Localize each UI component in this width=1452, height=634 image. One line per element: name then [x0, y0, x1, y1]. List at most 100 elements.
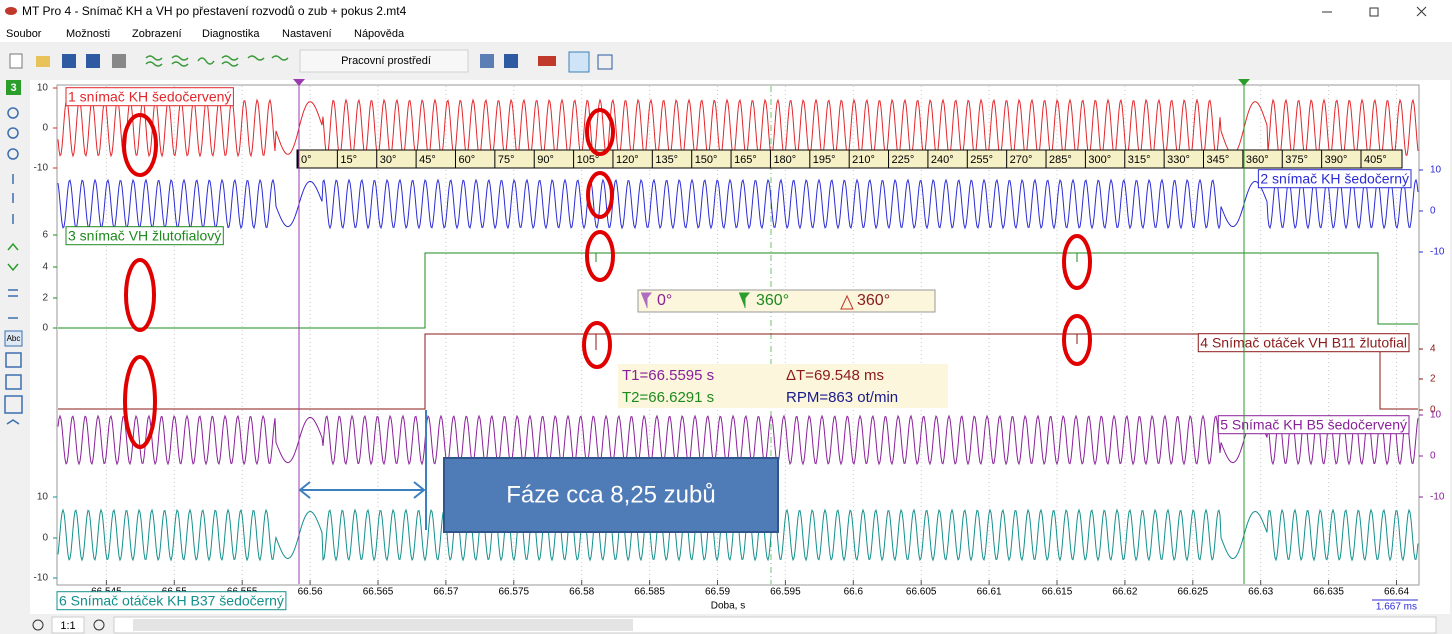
- channel-label-box: [65, 87, 234, 107]
- x-tick-label: 66.61: [977, 587, 1002, 598]
- plot: 66.54566.5566.55566.5666.56566.5766.5756…: [34, 79, 1445, 613]
- scale-label: -10: [1430, 247, 1445, 258]
- highlight-ellipse: [585, 108, 615, 156]
- menu: Soubor Možnosti Zobrazení Diagnostika Nastav…: [6, 28, 405, 40]
- highlight-ellipse: [123, 355, 157, 449]
- scale-label: 2: [1430, 374, 1436, 385]
- x-tick-label: 66.575: [499, 587, 530, 598]
- callout-box: [443, 457, 779, 533]
- degree-label: 0°: [301, 154, 312, 166]
- degree-label: 225°: [892, 154, 915, 166]
- sidebar-icons[interactable]: [4, 107, 23, 425]
- workspace-dropdown[interactable]: [299, 49, 469, 73]
- degree-label: 255°: [970, 154, 993, 166]
- channel-label: 6 Snímač otáček KH B37 šedočerný: [59, 593, 284, 609]
- cursor-2-handle[interactable]: [1238, 79, 1250, 86]
- channel-label-box: [1217, 415, 1410, 435]
- highlight-ellipse: [1062, 314, 1092, 366]
- degree-label: 30°: [380, 154, 397, 166]
- cursor-2-flag: [739, 292, 751, 308]
- x-tick-label: 66.635: [1313, 587, 1344, 598]
- scale-label: 2: [42, 293, 48, 304]
- callout-text: Fáze cca 8,25 zubů: [506, 481, 715, 508]
- degree-label: 105°: [577, 154, 600, 166]
- time-delta: ΔT=69.548 ms: [786, 367, 884, 384]
- x-tick-label: 66.63: [1248, 587, 1273, 598]
- scale-label: 4: [42, 262, 48, 273]
- app-icon: [5, 7, 17, 15]
- phase-arrow: [298, 410, 427, 530]
- menu-item[interactable]: Možnosti: [66, 28, 110, 40]
- cursor-readout-box: [637, 289, 936, 313]
- scale-label: 0: [42, 323, 48, 334]
- degree-label: 120°: [616, 154, 639, 166]
- time-t1: T1=66.5595 s: [622, 367, 714, 384]
- menu-item[interactable]: Soubor: [6, 28, 42, 40]
- x-tick-label: 66.585: [634, 587, 665, 598]
- x-tick-label: 66.595: [770, 587, 801, 598]
- x-tick-label: 66.59: [705, 587, 730, 598]
- scale-label: -10: [1430, 492, 1445, 503]
- zoom-out[interactable]: [32, 619, 44, 631]
- zoom-label: 1:1: [60, 620, 75, 632]
- text-tool-button[interactable]: [4, 330, 23, 347]
- cursor-2-angle: 360°: [756, 292, 789, 309]
- menu-item[interactable]: Diagnostika: [202, 28, 260, 40]
- degree-label: 300°: [1088, 154, 1111, 166]
- degree-label: 330°: [1167, 154, 1190, 166]
- degree-label: 135°: [655, 154, 678, 166]
- degree-label: 360°: [1246, 154, 1269, 166]
- cursor-1-angle: 0°: [657, 292, 672, 309]
- window-title: MT Pro 4 - Snímač KH a VH po přestavení …: [22, 4, 407, 18]
- highlight-ellipse: [582, 321, 612, 369]
- zoom-box: [51, 616, 85, 634]
- degree-label: 210°: [852, 154, 875, 166]
- cursor-readout: 0° 360° 360°: [637, 289, 936, 313]
- toolbar: [0, 44, 1452, 78]
- channel-label: 2 snímač KH šedočerný: [1260, 171, 1409, 187]
- x-tick-label: 66.57: [433, 587, 458, 598]
- menu-item[interactable]: Zobrazení: [132, 28, 182, 40]
- window-controls[interactable]: [1322, 6, 1427, 17]
- x-tick-label: 66.615: [1042, 587, 1073, 598]
- degree-label: 165°: [734, 154, 757, 166]
- degree-label: 45°: [419, 154, 436, 166]
- degree-label: 180°: [773, 154, 796, 166]
- menu-item[interactable]: Nastavení: [282, 28, 332, 40]
- cursor-1-handle[interactable]: [293, 79, 305, 86]
- degree-label: 405°: [1364, 154, 1387, 166]
- channel-label-box: [1257, 169, 1412, 189]
- scale-label: 10: [1430, 165, 1442, 176]
- degree-label: 240°: [931, 154, 954, 166]
- toolbar-icons[interactable]: [9, 51, 613, 73]
- workspace-label: Pracovní prostředí: [341, 55, 431, 67]
- x-tick-label: 66.625: [1178, 587, 1209, 598]
- rpm: RPM=863 ot/min: [786, 389, 898, 406]
- scale-label: 10: [37, 83, 49, 94]
- delta-icon: [840, 294, 854, 310]
- zoom-in[interactable]: [93, 619, 105, 631]
- highlight-ellipse: [586, 171, 614, 219]
- scale-label: 4: [1430, 344, 1436, 355]
- scale-label: 10: [1430, 410, 1442, 421]
- degree-label: 375°: [1285, 154, 1308, 166]
- degree-label: 345°: [1207, 154, 1230, 166]
- channel-label: 3 snímač VH žlutofialový: [68, 228, 221, 244]
- highlight-ellipse: [1062, 234, 1092, 290]
- x-tick-label: 66.6: [844, 587, 864, 598]
- x-tick-label: 66.64: [1384, 587, 1409, 598]
- degree-label: 90°: [537, 154, 554, 166]
- channel-button[interactable]: [6, 80, 21, 95]
- scale-label: 10: [37, 492, 49, 503]
- scroll-thumb[interactable]: [133, 619, 633, 631]
- degree-label: 390°: [1325, 154, 1348, 166]
- text-tool-label: Abc: [7, 334, 21, 343]
- x-axis-label: Doba, s: [711, 601, 745, 612]
- highlight-ellipse: [124, 258, 156, 332]
- scale-label: -10: [34, 573, 49, 584]
- highlight-ellipse: [585, 230, 615, 282]
- channel-button-label: 3: [10, 82, 16, 94]
- channel-label: 4 Snímač otáček VH B11 žlutofial: [1200, 335, 1407, 351]
- channel-label: 5 Snímač KH B5 šedočervený: [1220, 417, 1407, 433]
- menu-item[interactable]: Nápověda: [354, 28, 405, 40]
